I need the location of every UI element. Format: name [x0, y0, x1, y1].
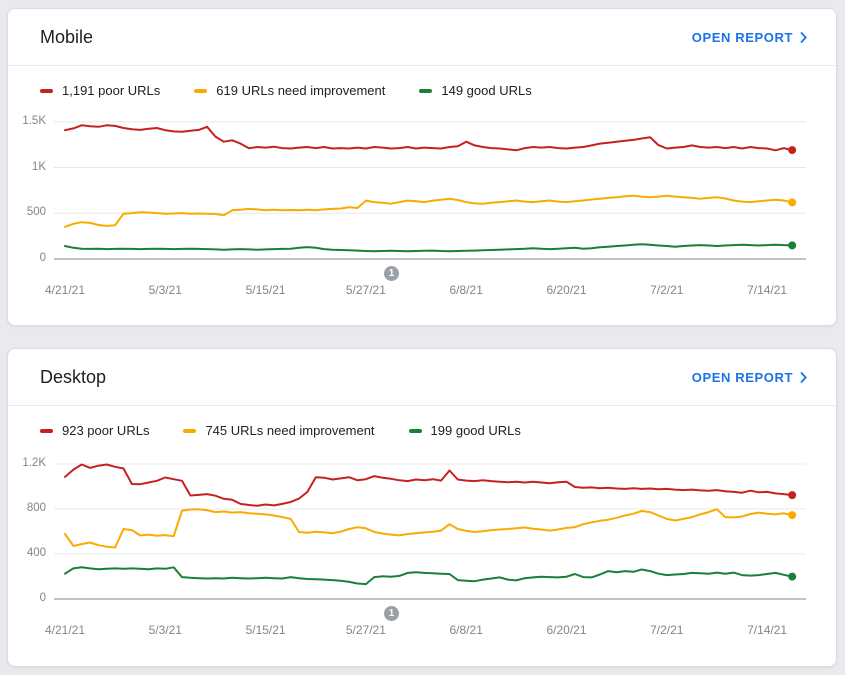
series-end-dot[interactable]	[788, 491, 797, 500]
series-line[interactable]	[64, 463, 794, 507]
y-axis-tick-label: 800	[26, 501, 46, 514]
y-axis-tick-label: 0	[39, 252, 46, 264]
y-axis-tick-label: 1K	[31, 160, 46, 173]
poor-series-swatch	[40, 428, 53, 433]
series-end-dot[interactable]	[788, 198, 797, 207]
annotation-marker-badge[interactable]: 1	[384, 266, 399, 281]
series-line[interactable]	[64, 194, 794, 228]
legend-label: 149 good URLs	[441, 83, 532, 98]
open-report-label: OPEN REPORT	[691, 29, 793, 45]
desktop-card-header: Desktop OPEN REPORT	[8, 349, 836, 406]
card-title-mobile: Mobile	[40, 26, 94, 47]
legend: 1,191 poor URLs 619 URLs need improvemen…	[8, 66, 836, 107]
mobile-line-chart[interactable]: 1 1.5K 1K 500 0 4/21/21 5/3/21 5/15/21 5/27/21 6…	[8, 109, 836, 314]
series-end-dot[interactable]	[788, 241, 797, 250]
legend-item-needs-improvement[interactable]: 619 URLs need improvement	[194, 83, 385, 98]
legend-label: 619 URLs need improvement	[216, 83, 386, 98]
x-axis-date-label: 4/21/21	[44, 623, 86, 637]
card-title-desktop: Desktop	[40, 366, 107, 387]
open-report-label: OPEN REPORT	[691, 369, 793, 385]
x-axis-date-label: 5/3/21	[148, 623, 182, 637]
legend-item-good[interactable]: 199 good URLs	[408, 423, 521, 438]
x-axis-date-label: 6/8/21	[449, 283, 483, 297]
x-axis-date-label: 7/14/21	[747, 623, 788, 637]
y-axis-tick-label: 1.2K	[22, 456, 46, 469]
series-line[interactable]	[64, 566, 794, 586]
legend-label: 923 poor URLs	[62, 423, 150, 438]
legend-item-good[interactable]: 149 good URLs	[419, 83, 532, 98]
x-axis-date-label: 7/14/21	[747, 283, 788, 297]
x-axis-date-label: 4/21/21	[44, 283, 86, 297]
y-axis-tick-label: 1.5K	[22, 114, 46, 127]
plot-area[interactable]	[54, 109, 806, 265]
needs-improvement-series-swatch	[194, 88, 208, 93]
mobile-card: Mobile OPEN REPORT 1,191 poor URLs 619 U…	[7, 8, 837, 326]
y-axis-tick-label: 0	[39, 592, 46, 604]
x-axis-date-label: 5/15/21	[245, 623, 286, 637]
x-axis-date-label: 6/20/21	[546, 623, 587, 637]
x-axis-date-label: 5/3/21	[148, 283, 182, 297]
series-end-dot[interactable]	[788, 146, 797, 155]
x-axis-date-label: 7/2/21	[650, 623, 684, 637]
chevron-right-icon	[800, 371, 808, 383]
plot-area[interactable]	[54, 449, 806, 605]
legend-item-poor[interactable]: 923 poor URLs	[40, 423, 149, 438]
legend: 923 poor URLs 745 URLs need improvement …	[8, 406, 836, 447]
series-line[interactable]	[64, 508, 794, 549]
mobile-card-header: Mobile OPEN REPORT	[8, 9, 836, 66]
x-axis-date-label: 5/27/21	[345, 283, 386, 297]
x-axis-date-label: 5/15/21	[245, 283, 286, 297]
series-end-dot[interactable]	[788, 572, 797, 581]
annotation-marker-badge[interactable]: 1	[384, 606, 399, 621]
series-line[interactable]	[64, 124, 794, 152]
series-end-dot[interactable]	[788, 511, 797, 520]
x-axis-date-label: 7/2/21	[650, 283, 684, 297]
legend-label: 745 URLs need improvement	[205, 423, 375, 438]
chevron-right-icon	[800, 31, 808, 43]
poor-series-swatch	[40, 88, 53, 93]
desktop-line-chart[interactable]: 1 1.2K 800 400 0 4/21/21 5/3/21 5/15/21 5/27/21…	[8, 449, 836, 654]
legend-label: 199 good URLs	[430, 423, 521, 438]
legend-item-needs-improvement[interactable]: 745 URLs need improvement	[183, 423, 375, 438]
good-series-swatch	[419, 88, 433, 93]
y-axis-tick-label: 400	[26, 546, 46, 559]
needs-improvement-series-swatch	[183, 428, 197, 433]
open-report-link-desktop[interactable]: OPEN REPORT	[692, 370, 808, 385]
open-report-link-mobile[interactable]: OPEN REPORT	[692, 30, 808, 45]
legend-item-poor[interactable]: 1,191 poor URLs	[40, 83, 160, 98]
desktop-card: Desktop OPEN REPORT 923 poor URLs 745 UR…	[7, 348, 837, 667]
good-series-swatch	[408, 428, 422, 433]
series-line[interactable]	[64, 243, 794, 253]
x-axis-date-label: 6/8/21	[449, 623, 483, 637]
x-axis-date-label: 5/27/21	[345, 623, 386, 637]
y-axis-tick-label: 500	[26, 206, 46, 219]
legend-label: 1,191 poor URLs	[62, 83, 161, 98]
x-axis-date-label: 6/20/21	[546, 283, 587, 297]
